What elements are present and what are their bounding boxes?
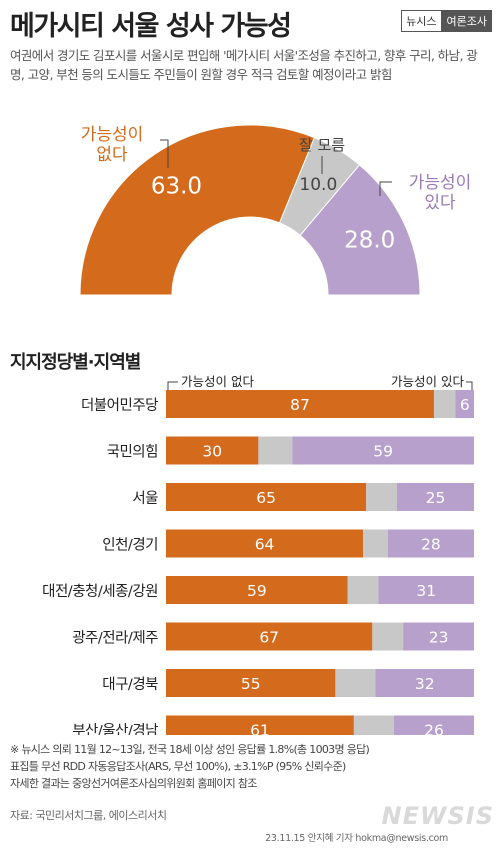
brand-primary: 뉴시스 [401, 10, 442, 32]
legend-label-no: 가능성이 없다 [181, 374, 254, 389]
slice-value-label: 28.0 [344, 227, 395, 253]
source-text: 자료: 국민리서치그룹, 에이스리서치 [10, 809, 167, 822]
label-line: 없다 [96, 145, 128, 165]
legend-bracket [167, 381, 178, 392]
bar-segment [166, 390, 434, 418]
bar-data-label: 87 [290, 396, 310, 414]
bar-data-label: 67 [259, 629, 279, 647]
bar-segment [387, 529, 474, 558]
category-label: 서울 [132, 490, 158, 507]
bar-segment [366, 483, 397, 511]
slice-category-label: 가능성이 있다 [409, 173, 472, 213]
slice-value-label: 63.0 [151, 173, 202, 199]
footnote-line-3: 자세한 결과는 중앙선거여론조사심의위원회 홈페이지 참조 [10, 777, 257, 790]
bar-data-label: 65 [256, 489, 276, 507]
label-line: 가능성이 [409, 173, 472, 193]
footnote-line-1: ※ 뉴시스 의뢰 11월 12~13일, 전국 18세 이상 성인 응답률 1.… [10, 743, 370, 756]
category-label: 대구/경북 [102, 676, 158, 693]
brand-secondary: 여론조사 [441, 10, 492, 32]
category-label: 부산/울산/경남 [72, 723, 158, 736]
bar-segment [433, 390, 456, 418]
category-label: 인천/경기 [102, 537, 158, 554]
footnote-line-2: 표집틀 무선 RDD 자동응답조사(ARS, 무선 100%), ±3.1%P … [10, 760, 346, 773]
label-line: 있다 [424, 193, 456, 213]
bar-segment [166, 529, 364, 558]
bar-chart-title: 지지정당별·지역별 [10, 352, 141, 373]
category-label: 더불어민주당 [81, 397, 158, 414]
bar-segment [353, 715, 394, 735]
bar-segment [292, 436, 474, 465]
bar-data-label: 23 [429, 629, 449, 647]
donut-slice [79, 124, 316, 296]
bar-segment [166, 576, 348, 604]
bar-data-label: 28 [421, 536, 441, 554]
bar-data-label: 61 [250, 722, 270, 736]
watermark-logo: NEWSIS [381, 802, 494, 830]
donut-slice [299, 164, 421, 296]
credit-text: 23.11.15 안지혜 기자 hokma@newsis.com [265, 833, 448, 844]
slice-category-label: 잘 모름 [299, 136, 345, 154]
bar-segment [393, 715, 474, 735]
bar-segment [166, 622, 373, 651]
slice-value-label: 10.0 [299, 175, 337, 195]
bar-data-label: 31 [416, 582, 436, 600]
bar-segment [335, 669, 376, 697]
leader-line [160, 139, 169, 168]
bar-segment [166, 436, 259, 465]
bar-data-label: 64 [255, 536, 275, 554]
bar-segment [363, 529, 388, 558]
bar-data-label: 55 [241, 675, 261, 693]
bar-segment [372, 622, 404, 651]
category-label: 광주/전라/제주 [72, 630, 158, 647]
bar-segment [347, 576, 379, 604]
bar-data-label: 6 [460, 396, 470, 414]
bar-segment [378, 576, 474, 604]
bar-data-label: 32 [415, 675, 435, 693]
leader-line [379, 181, 392, 196]
bar-segment [455, 390, 474, 418]
footnote: ※ 뉴시스 의뢰 11월 12~13일, 전국 18세 이상 성인 응답률 1.… [10, 741, 495, 792]
bar-data-label: 59 [373, 443, 393, 461]
bar-segment [258, 436, 293, 465]
category-label: 국민의힘 [107, 444, 158, 461]
bar-data-label: 59 [247, 582, 267, 600]
legend-bracket [466, 381, 473, 392]
bar-segment [166, 715, 354, 735]
bar-segment [403, 622, 474, 651]
bar-segment [166, 483, 367, 511]
bar-data-label: 25 [426, 489, 446, 507]
bar-segment [166, 669, 336, 697]
bar-data-label: 26 [424, 722, 444, 736]
bar-segment [375, 669, 474, 697]
page-title: 메가시티 서울 성사 가능성 [10, 11, 292, 42]
brand-badge: 뉴시스 여론조사 [401, 10, 492, 32]
category-label: 대전/충청/세종/강원 [42, 583, 158, 600]
label-line: 가능성이 [81, 125, 144, 145]
legend-label-yes: 가능성이 있다 [391, 374, 464, 389]
slice-category-label: 가능성이 없다 [81, 125, 144, 165]
bar-data-label: 30 [202, 443, 222, 461]
subtitle: 여권에서 경기도 김포시를 서울시로 편입해 '메가시티 서울'조성을 추진하고… [10, 48, 478, 82]
bar-segment [397, 483, 474, 511]
